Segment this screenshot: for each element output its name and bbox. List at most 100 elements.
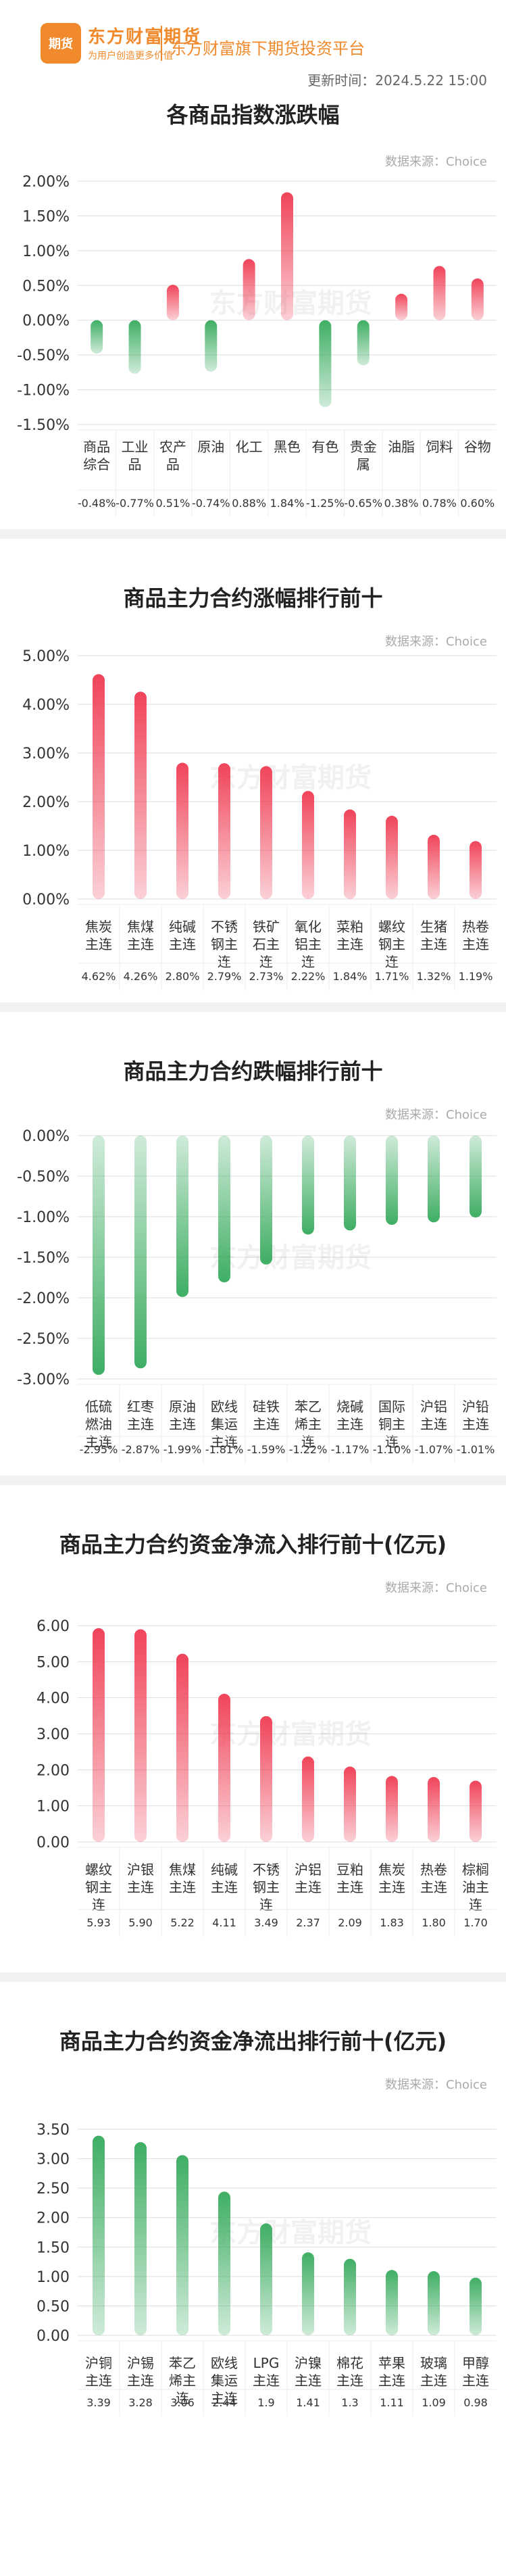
category-label: 集运 bbox=[211, 1416, 238, 1432]
category-label: 钢主 bbox=[85, 1879, 112, 1895]
category-label: 主连 bbox=[378, 1879, 405, 1895]
category-label: 国际 bbox=[378, 1399, 405, 1415]
category-label: 欧线 bbox=[211, 2355, 238, 2371]
category-label: 主连 bbox=[462, 936, 489, 952]
y-tick-label: 5.00% bbox=[22, 648, 70, 665]
header-divider bbox=[161, 26, 162, 61]
y-tick-label: -1.00% bbox=[17, 1209, 70, 1226]
category-label: 有色 bbox=[311, 439, 338, 455]
category-label: 连 bbox=[259, 1897, 273, 1913]
chart-section-5: 商品主力合约资金净流出排行前十(亿元) 数据来源：Choice 0.00 0.50 1.… bbox=[0, 1984, 506, 2430]
category-label: LPG bbox=[253, 2355, 280, 2371]
value-label: 0.38% bbox=[384, 497, 419, 510]
category-label: 主连 bbox=[336, 1416, 363, 1432]
value-label: 2.73% bbox=[249, 970, 284, 983]
category-label: 螺纹 bbox=[85, 1862, 112, 1878]
bar bbox=[319, 320, 332, 408]
section-divider bbox=[0, 1476, 506, 1485]
category-label: 农产 bbox=[159, 439, 186, 455]
bar bbox=[344, 2258, 356, 2335]
value-label: 2.44 bbox=[212, 2396, 236, 2409]
category-label: 烧碱 bbox=[336, 1399, 363, 1415]
y-tick-label: 1.00% bbox=[22, 843, 70, 860]
category-label: 硅铁 bbox=[253, 1399, 280, 1415]
category-label: 连 bbox=[469, 1897, 482, 1913]
category-label: 主连 bbox=[127, 1416, 154, 1432]
bar bbox=[134, 691, 147, 899]
bar bbox=[433, 266, 446, 320]
category-label: 钢主 bbox=[253, 1879, 280, 1895]
bar bbox=[386, 2270, 398, 2335]
bar bbox=[471, 278, 484, 320]
brand-name: 东方财富期货 bbox=[88, 27, 202, 47]
y-tick-label: -3.00% bbox=[17, 1371, 70, 1388]
category-label: 沪铜 bbox=[85, 2355, 112, 2371]
value-label: 5.22 bbox=[170, 1916, 195, 1929]
category-label: 石主 bbox=[253, 936, 280, 952]
category-label: 连 bbox=[385, 1434, 399, 1450]
y-tick-label: -1.00% bbox=[17, 383, 70, 399]
value-label: 4.62% bbox=[82, 970, 116, 983]
bar bbox=[395, 293, 408, 320]
value-label: 2.80% bbox=[166, 970, 200, 983]
category-label: 连 bbox=[301, 954, 315, 970]
bar bbox=[218, 2191, 230, 2335]
y-tick-label: 2.00 bbox=[36, 2210, 70, 2227]
value-label: 1.32% bbox=[417, 970, 451, 983]
y-tick-label: 4.00% bbox=[22, 697, 70, 714]
y-tick-label: -0.50% bbox=[17, 347, 70, 364]
value-label: -2.95% bbox=[80, 1443, 118, 1456]
data-source: 数据来源：Choice bbox=[385, 1108, 487, 1122]
category-label: 主连 bbox=[420, 1879, 447, 1895]
category-label: 钢主 bbox=[211, 936, 238, 952]
value-label: 3.06 bbox=[170, 2396, 195, 2409]
category-label: 属 bbox=[357, 456, 370, 472]
value-label: 1.83 bbox=[380, 1916, 404, 1929]
bar bbox=[176, 2155, 188, 2335]
bar bbox=[218, 1693, 230, 1842]
bar bbox=[344, 809, 356, 899]
bar-chart: -1.50% -1.00% -0.50% 0.00% 0.50% 1.00% 1.50% 2.… bbox=[17, 174, 497, 517]
value-label: 3.28 bbox=[128, 2396, 153, 2409]
category-label: 沪铅 bbox=[462, 1399, 489, 1415]
value-label: 2.79% bbox=[207, 970, 242, 983]
category-label: 主连 bbox=[127, 1879, 154, 1895]
bar bbox=[134, 2142, 147, 2335]
y-tick-label: 0.50% bbox=[22, 278, 70, 295]
bar bbox=[176, 762, 188, 899]
value-label: 4.26% bbox=[124, 970, 158, 983]
page-header: 期货 东方财富期货 为用户创造更多价值 东方财富旗下期货投资平台 更新时间：20… bbox=[0, 0, 506, 89]
y-tick-label: 1.50% bbox=[22, 208, 70, 225]
category-label: 主连 bbox=[169, 1416, 196, 1432]
category-label: 连 bbox=[92, 1897, 105, 1913]
value-label: -2.87% bbox=[122, 1443, 160, 1456]
category-label: 铜主 bbox=[378, 1416, 405, 1432]
bar bbox=[205, 320, 218, 372]
category-label: 主连 bbox=[462, 2373, 489, 2389]
bar bbox=[386, 1776, 398, 1842]
value-label: -0.65% bbox=[344, 497, 382, 510]
y-tick-label: 3.00% bbox=[22, 746, 70, 762]
watermark: 东方财富期货 bbox=[209, 1242, 372, 1273]
category-label: 主连 bbox=[336, 936, 363, 952]
category-label: 主连 bbox=[420, 1416, 447, 1432]
value-label: 4.11 bbox=[212, 1916, 236, 1929]
value-label: 3.39 bbox=[86, 2396, 111, 2409]
category-label: 苯乙 bbox=[169, 2355, 196, 2371]
y-tick-label: 0.00% bbox=[22, 1128, 70, 1145]
bar bbox=[260, 1716, 272, 1842]
category-label: 饲料 bbox=[426, 439, 453, 455]
section-divider bbox=[0, 529, 506, 539]
category-label: 工业 bbox=[122, 439, 149, 455]
section-divider bbox=[0, 1972, 506, 1982]
category-label: 低硫 bbox=[85, 1399, 112, 1415]
category-label: 沪锡 bbox=[127, 2355, 154, 2371]
value-label: 1.11 bbox=[380, 2396, 404, 2409]
category-label: 主连 bbox=[295, 2373, 322, 2389]
y-tick-label: 1.00 bbox=[36, 2269, 70, 2286]
category-label: 纯碱 bbox=[211, 1862, 238, 1878]
value-label: 0.78% bbox=[422, 497, 457, 510]
bar bbox=[302, 1756, 314, 1842]
y-tick-label: 2.00% bbox=[22, 174, 70, 191]
category-label: 主连 bbox=[295, 1879, 322, 1895]
